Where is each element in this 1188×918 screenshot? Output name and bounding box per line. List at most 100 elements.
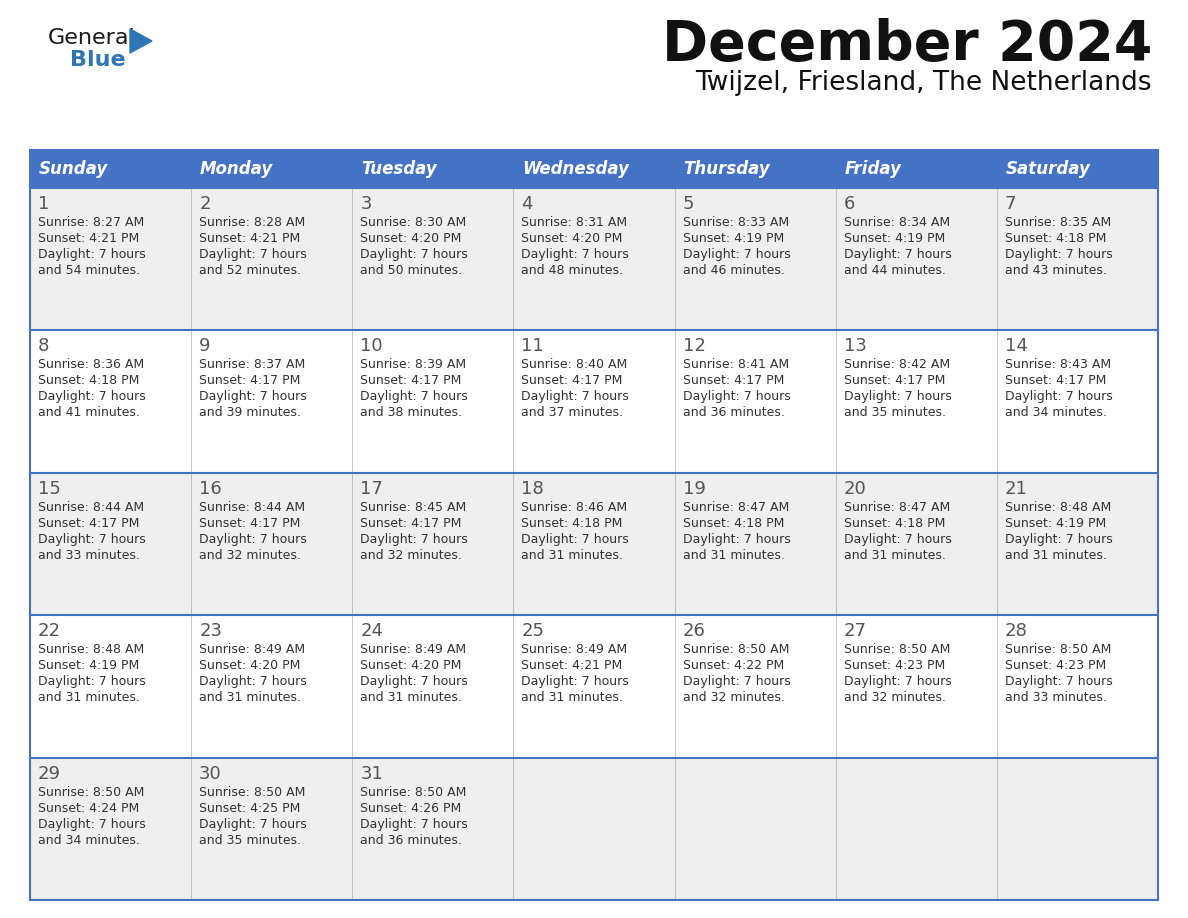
Text: and 36 minutes.: and 36 minutes. (360, 834, 462, 846)
Text: Daylight: 7 hours: Daylight: 7 hours (360, 676, 468, 688)
Text: Sunset: 4:18 PM: Sunset: 4:18 PM (683, 517, 784, 530)
Text: Daylight: 7 hours: Daylight: 7 hours (683, 676, 790, 688)
Text: Sunrise: 8:44 AM: Sunrise: 8:44 AM (200, 501, 305, 514)
Text: and 31 minutes.: and 31 minutes. (1005, 549, 1107, 562)
Text: Daylight: 7 hours: Daylight: 7 hours (200, 248, 307, 261)
Text: and 36 minutes.: and 36 minutes. (683, 407, 784, 420)
Text: 27: 27 (843, 622, 867, 640)
Text: Blue: Blue (70, 50, 126, 70)
Text: Sunrise: 8:49 AM: Sunrise: 8:49 AM (522, 644, 627, 656)
Text: Sunrise: 8:48 AM: Sunrise: 8:48 AM (38, 644, 144, 656)
Text: 28: 28 (1005, 622, 1028, 640)
Text: 19: 19 (683, 480, 706, 498)
Text: Daylight: 7 hours: Daylight: 7 hours (843, 390, 952, 403)
Text: and 46 minutes.: and 46 minutes. (683, 264, 784, 277)
Text: and 43 minutes.: and 43 minutes. (1005, 264, 1107, 277)
Text: 14: 14 (1005, 338, 1028, 355)
Text: 31: 31 (360, 765, 384, 783)
Text: Daylight: 7 hours: Daylight: 7 hours (683, 532, 790, 546)
Text: Sunrise: 8:50 AM: Sunrise: 8:50 AM (843, 644, 950, 656)
Text: Daylight: 7 hours: Daylight: 7 hours (200, 818, 307, 831)
Text: Sunset: 4:17 PM: Sunset: 4:17 PM (200, 517, 301, 530)
Text: Sunday: Sunday (39, 160, 108, 178)
Text: Sunrise: 8:40 AM: Sunrise: 8:40 AM (522, 358, 627, 372)
Text: Daylight: 7 hours: Daylight: 7 hours (200, 532, 307, 546)
Text: 11: 11 (522, 338, 544, 355)
Text: Daylight: 7 hours: Daylight: 7 hours (38, 532, 146, 546)
Text: Sunset: 4:23 PM: Sunset: 4:23 PM (843, 659, 944, 672)
Text: 20: 20 (843, 480, 866, 498)
Polygon shape (129, 29, 152, 53)
Text: Sunrise: 8:31 AM: Sunrise: 8:31 AM (522, 216, 627, 229)
Text: and 41 minutes.: and 41 minutes. (38, 407, 140, 420)
Text: Sunset: 4:21 PM: Sunset: 4:21 PM (522, 659, 623, 672)
Text: and 39 minutes.: and 39 minutes. (200, 407, 301, 420)
Text: Sunrise: 8:45 AM: Sunrise: 8:45 AM (360, 501, 467, 514)
Text: 8: 8 (38, 338, 50, 355)
Text: 10: 10 (360, 338, 383, 355)
Text: Saturday: Saturday (1006, 160, 1091, 178)
Text: 16: 16 (200, 480, 222, 498)
Text: Daylight: 7 hours: Daylight: 7 hours (200, 676, 307, 688)
Text: Sunrise: 8:50 AM: Sunrise: 8:50 AM (200, 786, 305, 799)
Bar (30, 473, 1158, 615)
Text: Sunset: 4:24 PM: Sunset: 4:24 PM (38, 801, 139, 814)
Text: and 35 minutes.: and 35 minutes. (200, 834, 301, 846)
Text: and 32 minutes.: and 32 minutes. (360, 549, 462, 562)
Text: Sunrise: 8:41 AM: Sunrise: 8:41 AM (683, 358, 789, 372)
Text: 12: 12 (683, 338, 706, 355)
Text: Sunset: 4:17 PM: Sunset: 4:17 PM (683, 375, 784, 387)
Text: Monday: Monday (200, 160, 273, 178)
Text: Sunset: 4:19 PM: Sunset: 4:19 PM (1005, 517, 1106, 530)
Text: Sunrise: 8:33 AM: Sunrise: 8:33 AM (683, 216, 789, 229)
Text: Sunrise: 8:47 AM: Sunrise: 8:47 AM (843, 501, 950, 514)
Bar (30, 330, 1158, 473)
Text: Daylight: 7 hours: Daylight: 7 hours (360, 390, 468, 403)
Bar (30, 150, 1158, 188)
Text: Sunrise: 8:37 AM: Sunrise: 8:37 AM (200, 358, 305, 372)
Text: Sunrise: 8:27 AM: Sunrise: 8:27 AM (38, 216, 144, 229)
Text: Sunrise: 8:50 AM: Sunrise: 8:50 AM (1005, 644, 1111, 656)
Text: 30: 30 (200, 765, 222, 783)
Text: Daylight: 7 hours: Daylight: 7 hours (1005, 532, 1113, 546)
Text: Daylight: 7 hours: Daylight: 7 hours (360, 818, 468, 831)
Text: and 31 minutes.: and 31 minutes. (843, 549, 946, 562)
Text: and 31 minutes.: and 31 minutes. (683, 549, 784, 562)
Text: 25: 25 (522, 622, 544, 640)
Text: and 31 minutes.: and 31 minutes. (522, 549, 624, 562)
Text: 6: 6 (843, 195, 855, 213)
Text: and 48 minutes.: and 48 minutes. (522, 264, 624, 277)
Text: Sunrise: 8:50 AM: Sunrise: 8:50 AM (683, 644, 789, 656)
Text: Sunset: 4:21 PM: Sunset: 4:21 PM (200, 232, 301, 245)
Text: Sunset: 4:17 PM: Sunset: 4:17 PM (360, 517, 462, 530)
Text: 21: 21 (1005, 480, 1028, 498)
Text: Sunset: 4:18 PM: Sunset: 4:18 PM (843, 517, 946, 530)
Text: and 34 minutes.: and 34 minutes. (1005, 407, 1107, 420)
Text: 18: 18 (522, 480, 544, 498)
Text: Wednesday: Wednesday (523, 160, 630, 178)
Text: and 31 minutes.: and 31 minutes. (38, 691, 140, 704)
Text: Sunset: 4:17 PM: Sunset: 4:17 PM (200, 375, 301, 387)
Text: 9: 9 (200, 338, 210, 355)
Text: Daylight: 7 hours: Daylight: 7 hours (38, 390, 146, 403)
Text: Sunrise: 8:50 AM: Sunrise: 8:50 AM (38, 786, 145, 799)
Text: Daylight: 7 hours: Daylight: 7 hours (200, 390, 307, 403)
Text: and 44 minutes.: and 44 minutes. (843, 264, 946, 277)
Text: 29: 29 (38, 765, 61, 783)
Text: 4: 4 (522, 195, 533, 213)
Bar (30, 757, 1158, 900)
Text: Daylight: 7 hours: Daylight: 7 hours (522, 676, 630, 688)
Text: and 37 minutes.: and 37 minutes. (522, 407, 624, 420)
Text: Sunset: 4:26 PM: Sunset: 4:26 PM (360, 801, 461, 814)
Text: Sunrise: 8:44 AM: Sunrise: 8:44 AM (38, 501, 144, 514)
Text: 23: 23 (200, 622, 222, 640)
Text: Sunset: 4:18 PM: Sunset: 4:18 PM (38, 375, 139, 387)
Text: and 32 minutes.: and 32 minutes. (683, 691, 784, 704)
Text: 15: 15 (38, 480, 61, 498)
Text: Daylight: 7 hours: Daylight: 7 hours (360, 532, 468, 546)
Text: and 31 minutes.: and 31 minutes. (360, 691, 462, 704)
Text: Sunrise: 8:36 AM: Sunrise: 8:36 AM (38, 358, 144, 372)
Bar (30, 615, 1158, 757)
Text: Daylight: 7 hours: Daylight: 7 hours (843, 248, 952, 261)
Text: Sunset: 4:17 PM: Sunset: 4:17 PM (843, 375, 946, 387)
